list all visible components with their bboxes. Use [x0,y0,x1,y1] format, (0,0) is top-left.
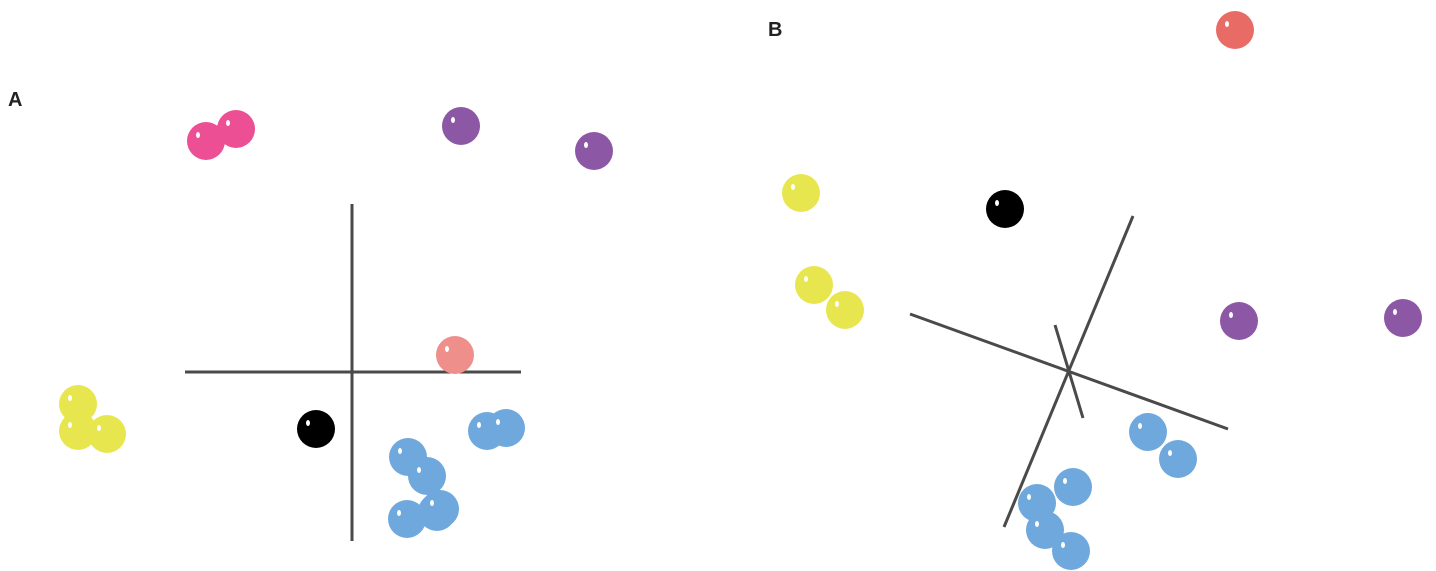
dot [88,415,126,453]
dot [59,385,97,423]
dot-highlight [1063,478,1067,484]
dot-highlight [445,346,449,352]
panel-a-label: A [8,89,22,111]
dot-highlight [306,420,310,426]
panel-a: A [8,89,613,541]
dot [59,412,97,450]
panel-b-purple-dots [1220,299,1422,340]
dot [388,500,426,538]
dot-highlight [1061,542,1065,548]
dot-highlight [804,276,808,282]
dot [187,122,225,160]
dot [986,190,1024,228]
dot [1054,468,1092,506]
panel-a-pink-dots [187,110,255,160]
dot-highlight [68,395,72,401]
dot [782,174,820,212]
dot [408,457,446,495]
dot-highlight [1138,423,1142,429]
dot-highlight [1035,521,1039,527]
panel-b-dots [782,11,1422,570]
dot [826,291,864,329]
panel-a-salmon-dot [436,336,474,374]
dot-highlight [226,120,230,126]
panel-a-axes [185,204,521,541]
dot [442,107,480,145]
dot [1129,413,1167,451]
panel-a-dots [59,107,613,538]
dot-highlight [1027,494,1031,500]
panel-b: B [768,11,1422,570]
panel-a-blue-dots [388,409,525,538]
dot-highlight [995,200,999,206]
dot [575,132,613,170]
dot-highlight [1168,450,1172,456]
panel-a-yellow-dots [59,385,126,453]
dot [487,409,525,447]
panel-b-red-dot [1216,11,1254,49]
dot-highlight [1393,309,1397,315]
panel-a-purple-dots [442,107,613,170]
dot-highlight [477,422,481,428]
panel-b-blue-dots [1018,413,1197,570]
dot-highlight [430,500,434,506]
dot-highlight [584,142,588,148]
panel-a-black-dot [297,410,335,448]
dot-highlight [1229,312,1233,318]
dot [795,266,833,304]
dot [421,490,459,528]
dot [1052,532,1090,570]
dot-highlight [835,301,839,307]
dot [1159,440,1197,478]
dot [297,410,335,448]
panel-b-yellow-dots [782,174,864,329]
dot-highlight [451,117,455,123]
panel-b-black-dot [986,190,1024,228]
dot-highlight [68,422,72,428]
dot-highlight [97,425,101,431]
panel-b-label: B [768,19,782,41]
dot [1026,511,1064,549]
dot [1220,302,1258,340]
dot-highlight [397,510,401,516]
dot-highlight [791,184,795,190]
dot [436,336,474,374]
dot-highlight [398,448,402,454]
dot-highlight [417,467,421,473]
dot-highlight [196,132,200,138]
dot [1384,299,1422,337]
dot-highlight [1225,21,1229,27]
panel-b-axis-short-1 [1053,324,1085,419]
dot [217,110,255,148]
panel-b-axes [909,215,1229,528]
dot [1216,11,1254,49]
dot-highlight [496,419,500,425]
